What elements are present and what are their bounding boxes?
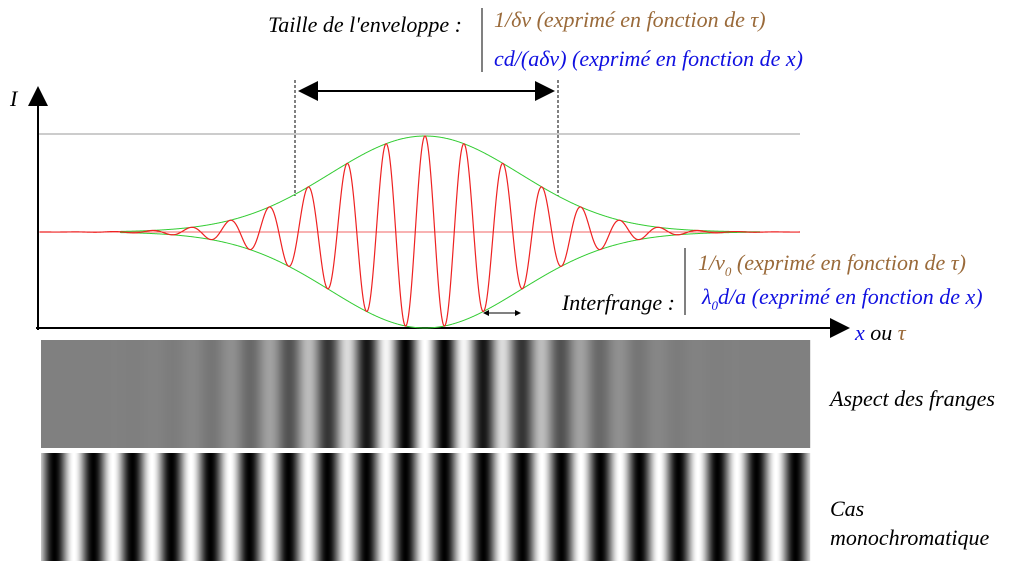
x-axis-label: x ou τ [854,320,907,345]
t-main: 1/ν [698,250,725,275]
tau-label: τ [898,320,907,345]
x-main: λ [701,284,712,309]
mono-label-1: Cas [830,496,864,521]
envelope-upper [120,136,760,232]
y-axis-label: I [9,86,19,111]
envelope-label: Taille de l'enveloppe : [268,12,462,37]
fringe-column [809,340,810,448]
aspect-label: Aspect des franges [828,386,995,411]
interfringe-x: λ0d/a (exprimé en fonction de x) [701,284,983,313]
envelope-tau: 1/δν (exprimé en fonction de τ) [494,7,766,32]
t-rest: (exprimé en fonction de τ) [731,250,966,275]
envelope-x: cd/(aδν) (exprimé en fonction de x) [494,46,803,71]
diagram: Taille de l'enveloppe : 1/δν (exprimé en… [0,0,1033,561]
mono-fringe-column [809,453,810,561]
or-label: ou [870,320,892,345]
interfringe-tau: 1/ν0 (exprimé en fonction de τ) [698,250,966,279]
interfringe-label: Interfrange : [561,290,675,315]
x-label: x [854,320,865,345]
fringes [41,340,810,561]
x-rest: d/a (exprimé en fonction de x) [718,284,983,309]
page: Taille de l'enveloppe : 1/δν (exprimé en… [0,0,1033,561]
signal [40,136,800,326]
mono-label-2: monochromatique [830,525,990,550]
